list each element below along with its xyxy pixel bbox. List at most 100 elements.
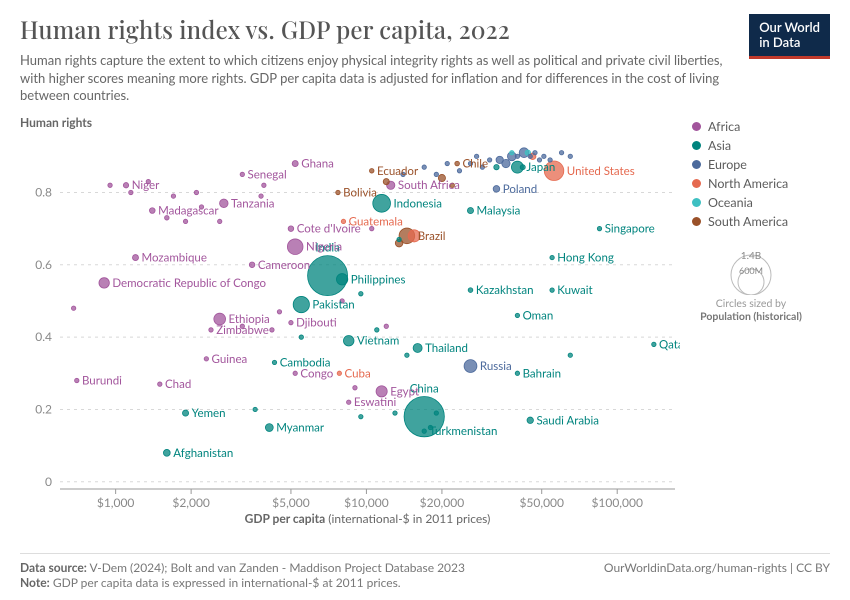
data-point[interactable] [375, 327, 379, 331]
data-point[interactable] [550, 255, 554, 259]
data-point[interactable] [537, 157, 541, 161]
data-point[interactable] [520, 164, 525, 169]
data-point[interactable] [480, 165, 484, 169]
data-point[interactable] [515, 154, 519, 158]
legend-item[interactable]: Africa [692, 119, 810, 134]
legend-item[interactable]: North America [692, 176, 810, 191]
data-point[interactable] [369, 168, 374, 173]
data-point[interactable] [359, 291, 363, 295]
data-point[interactable] [568, 353, 572, 357]
data-point[interactable] [182, 410, 188, 416]
data-point[interactable] [272, 360, 276, 364]
data-point[interactable] [434, 172, 438, 176]
data-point[interactable] [149, 207, 155, 213]
data-point[interactable] [422, 429, 426, 433]
scatter-plot[interactable]: 00.20.40.60.8$1,000$2,000$5,000$10,000$2… [20, 119, 680, 529]
data-point[interactable] [341, 219, 345, 223]
data-point[interactable] [123, 182, 128, 187]
data-point[interactable] [373, 194, 391, 212]
legend-item[interactable]: Europe [692, 157, 810, 172]
data-point[interactable] [544, 161, 564, 181]
data-point[interactable] [550, 288, 554, 292]
data-point[interactable] [288, 225, 294, 231]
data-point[interactable] [408, 229, 420, 241]
data-point[interactable] [464, 359, 477, 372]
data-point[interactable] [249, 262, 255, 268]
legend-item[interactable]: Oceania [692, 195, 810, 210]
data-point[interactable] [194, 190, 198, 194]
data-point[interactable] [218, 219, 222, 223]
data-point[interactable] [299, 335, 303, 339]
data-point[interactable] [99, 277, 109, 287]
data-point[interactable] [527, 417, 533, 423]
data-point[interactable] [270, 327, 274, 331]
source-link[interactable]: OurWorldinData.org/human-rights [604, 560, 787, 575]
data-point[interactable] [353, 385, 357, 389]
data-point[interactable] [262, 183, 266, 187]
data-point[interactable] [548, 157, 552, 161]
data-point[interactable] [171, 194, 175, 198]
data-point[interactable] [253, 407, 257, 411]
data-point[interactable] [146, 179, 150, 183]
data-point[interactable] [450, 183, 454, 187]
data-point[interactable] [337, 371, 341, 375]
data-point[interactable] [132, 254, 138, 260]
data-point[interactable] [129, 190, 133, 194]
data-point[interactable] [494, 164, 499, 169]
data-point[interactable] [265, 423, 273, 431]
data-point[interactable] [559, 150, 563, 154]
data-point[interactable] [277, 309, 281, 313]
data-point[interactable] [393, 411, 397, 415]
data-point[interactable] [474, 154, 478, 158]
data-point[interactable] [413, 343, 422, 352]
data-point[interactable] [397, 237, 401, 241]
data-point[interactable] [487, 157, 491, 161]
owid-logo[interactable]: Our World in Data [749, 14, 830, 59]
data-point[interactable] [467, 207, 473, 213]
data-point[interactable] [422, 165, 426, 169]
data-point[interactable] [428, 425, 432, 429]
data-point[interactable] [457, 168, 461, 172]
data-point[interactable] [370, 226, 374, 230]
data-point[interactable] [199, 204, 203, 208]
data-point[interactable] [214, 313, 226, 325]
data-point[interactable] [468, 161, 472, 165]
data-point[interactable] [493, 185, 500, 192]
data-point[interactable] [336, 273, 347, 284]
data-point[interactable] [158, 382, 162, 386]
data-point[interactable] [289, 320, 293, 324]
data-point[interactable] [405, 353, 409, 357]
data-point[interactable] [240, 324, 244, 328]
data-point[interactable] [340, 298, 344, 302]
data-point[interactable] [75, 378, 79, 382]
data-point[interactable] [71, 306, 75, 310]
data-point[interactable] [542, 154, 546, 158]
data-point[interactable] [496, 156, 503, 163]
data-point[interactable] [568, 154, 572, 158]
data-point[interactable] [376, 385, 387, 396]
data-point[interactable] [292, 160, 298, 166]
data-point[interactable] [652, 342, 656, 346]
data-point[interactable] [220, 199, 228, 207]
data-point[interactable] [455, 161, 460, 166]
data-point[interactable] [336, 190, 340, 194]
data-point[interactable] [293, 371, 297, 375]
legend-item[interactable]: South America [692, 214, 810, 229]
data-point[interactable] [384, 324, 388, 328]
data-point[interactable] [240, 172, 244, 176]
data-point[interactable] [163, 449, 170, 456]
data-point[interactable] [434, 411, 438, 415]
legend-item[interactable]: Asia [692, 138, 810, 153]
data-point[interactable] [183, 219, 187, 223]
data-point[interactable] [383, 178, 389, 184]
data-point[interactable] [528, 154, 532, 158]
data-point[interactable] [468, 287, 473, 292]
data-point[interactable] [343, 335, 354, 346]
data-point[interactable] [359, 414, 363, 418]
data-point[interactable] [597, 226, 601, 230]
data-point[interactable] [438, 174, 445, 181]
data-point[interactable] [287, 239, 303, 255]
data-point[interactable] [259, 194, 263, 198]
data-point[interactable] [401, 172, 405, 176]
data-point[interactable] [209, 327, 213, 331]
